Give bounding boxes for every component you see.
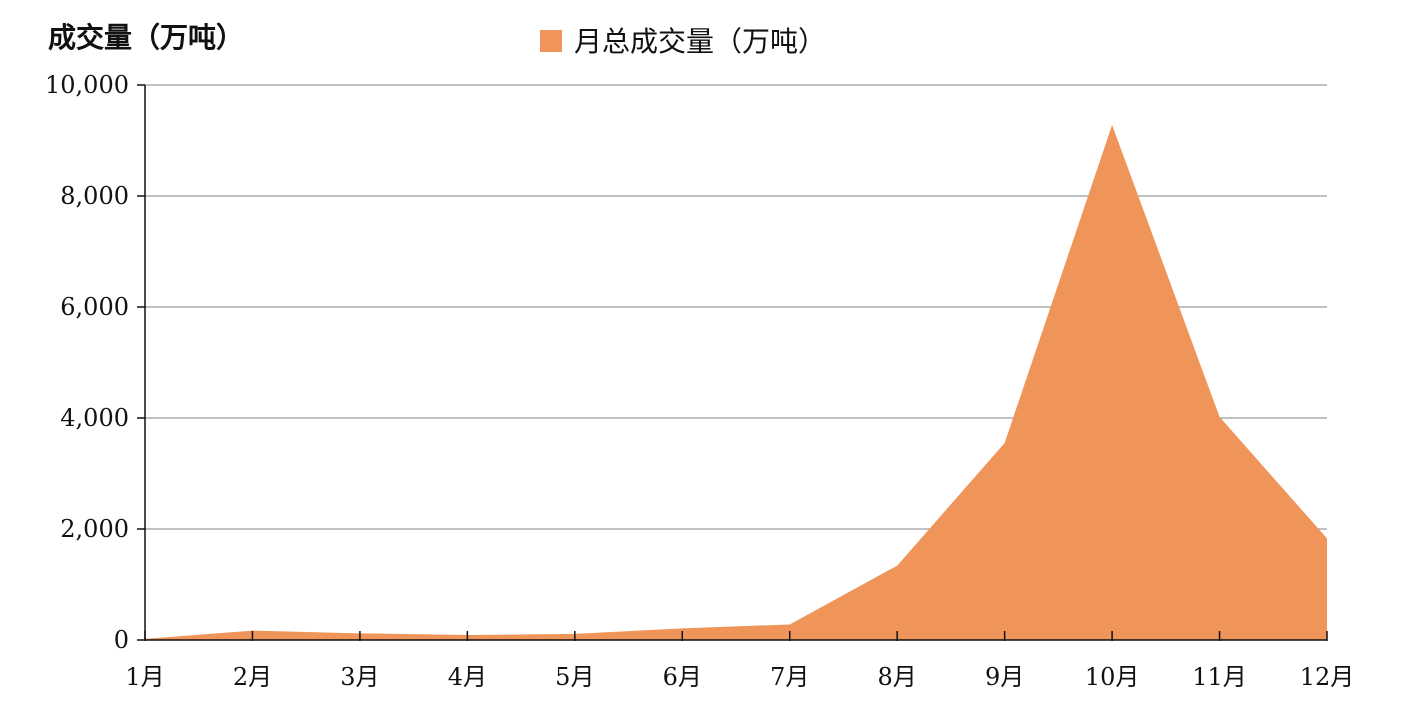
tick-labels: 0 2,000 4,000 6,000 8,000 10,000 1月 2月 3月 4月 5月 6月 7… bbox=[45, 71, 1354, 691]
y-tick-label-0: 0 bbox=[114, 626, 129, 654]
x-tick-label-2: 3月 bbox=[340, 663, 379, 691]
y-tick-label-5: 10,000 bbox=[45, 71, 129, 99]
x-tick-label-4: 5月 bbox=[555, 663, 594, 691]
x-tick-label-6: 7月 bbox=[770, 663, 809, 691]
axes bbox=[137, 84, 1328, 641]
legend-swatch bbox=[540, 30, 562, 52]
x-tick-label-5: 6月 bbox=[663, 663, 702, 691]
series-area bbox=[145, 124, 1327, 640]
y-axis-title: 成交量（万吨） bbox=[48, 21, 244, 54]
legend-label: 月总成交量（万吨） bbox=[574, 25, 826, 58]
series-area-group bbox=[145, 124, 1327, 640]
y-tick-label-3: 6,000 bbox=[60, 293, 129, 321]
x-tick-label-9: 10月 bbox=[1085, 663, 1140, 691]
x-tick-label-1: 2月 bbox=[233, 663, 272, 691]
x-tick-label-0: 1月 bbox=[125, 663, 164, 691]
x-tick-label-10: 11月 bbox=[1192, 663, 1247, 691]
y-tick-label-2: 4,000 bbox=[60, 404, 129, 432]
y-tick-label-4: 8,000 bbox=[60, 182, 129, 210]
legend[interactable]: 月总成交量（万吨） bbox=[540, 25, 826, 58]
x-tick-label-7: 8月 bbox=[878, 663, 917, 691]
x-tick-label-3: 4月 bbox=[448, 663, 487, 691]
y-tick-label-1: 2,000 bbox=[60, 515, 129, 543]
x-tick-label-11: 12月 bbox=[1300, 663, 1355, 691]
x-tick-label-8: 9月 bbox=[985, 663, 1024, 691]
